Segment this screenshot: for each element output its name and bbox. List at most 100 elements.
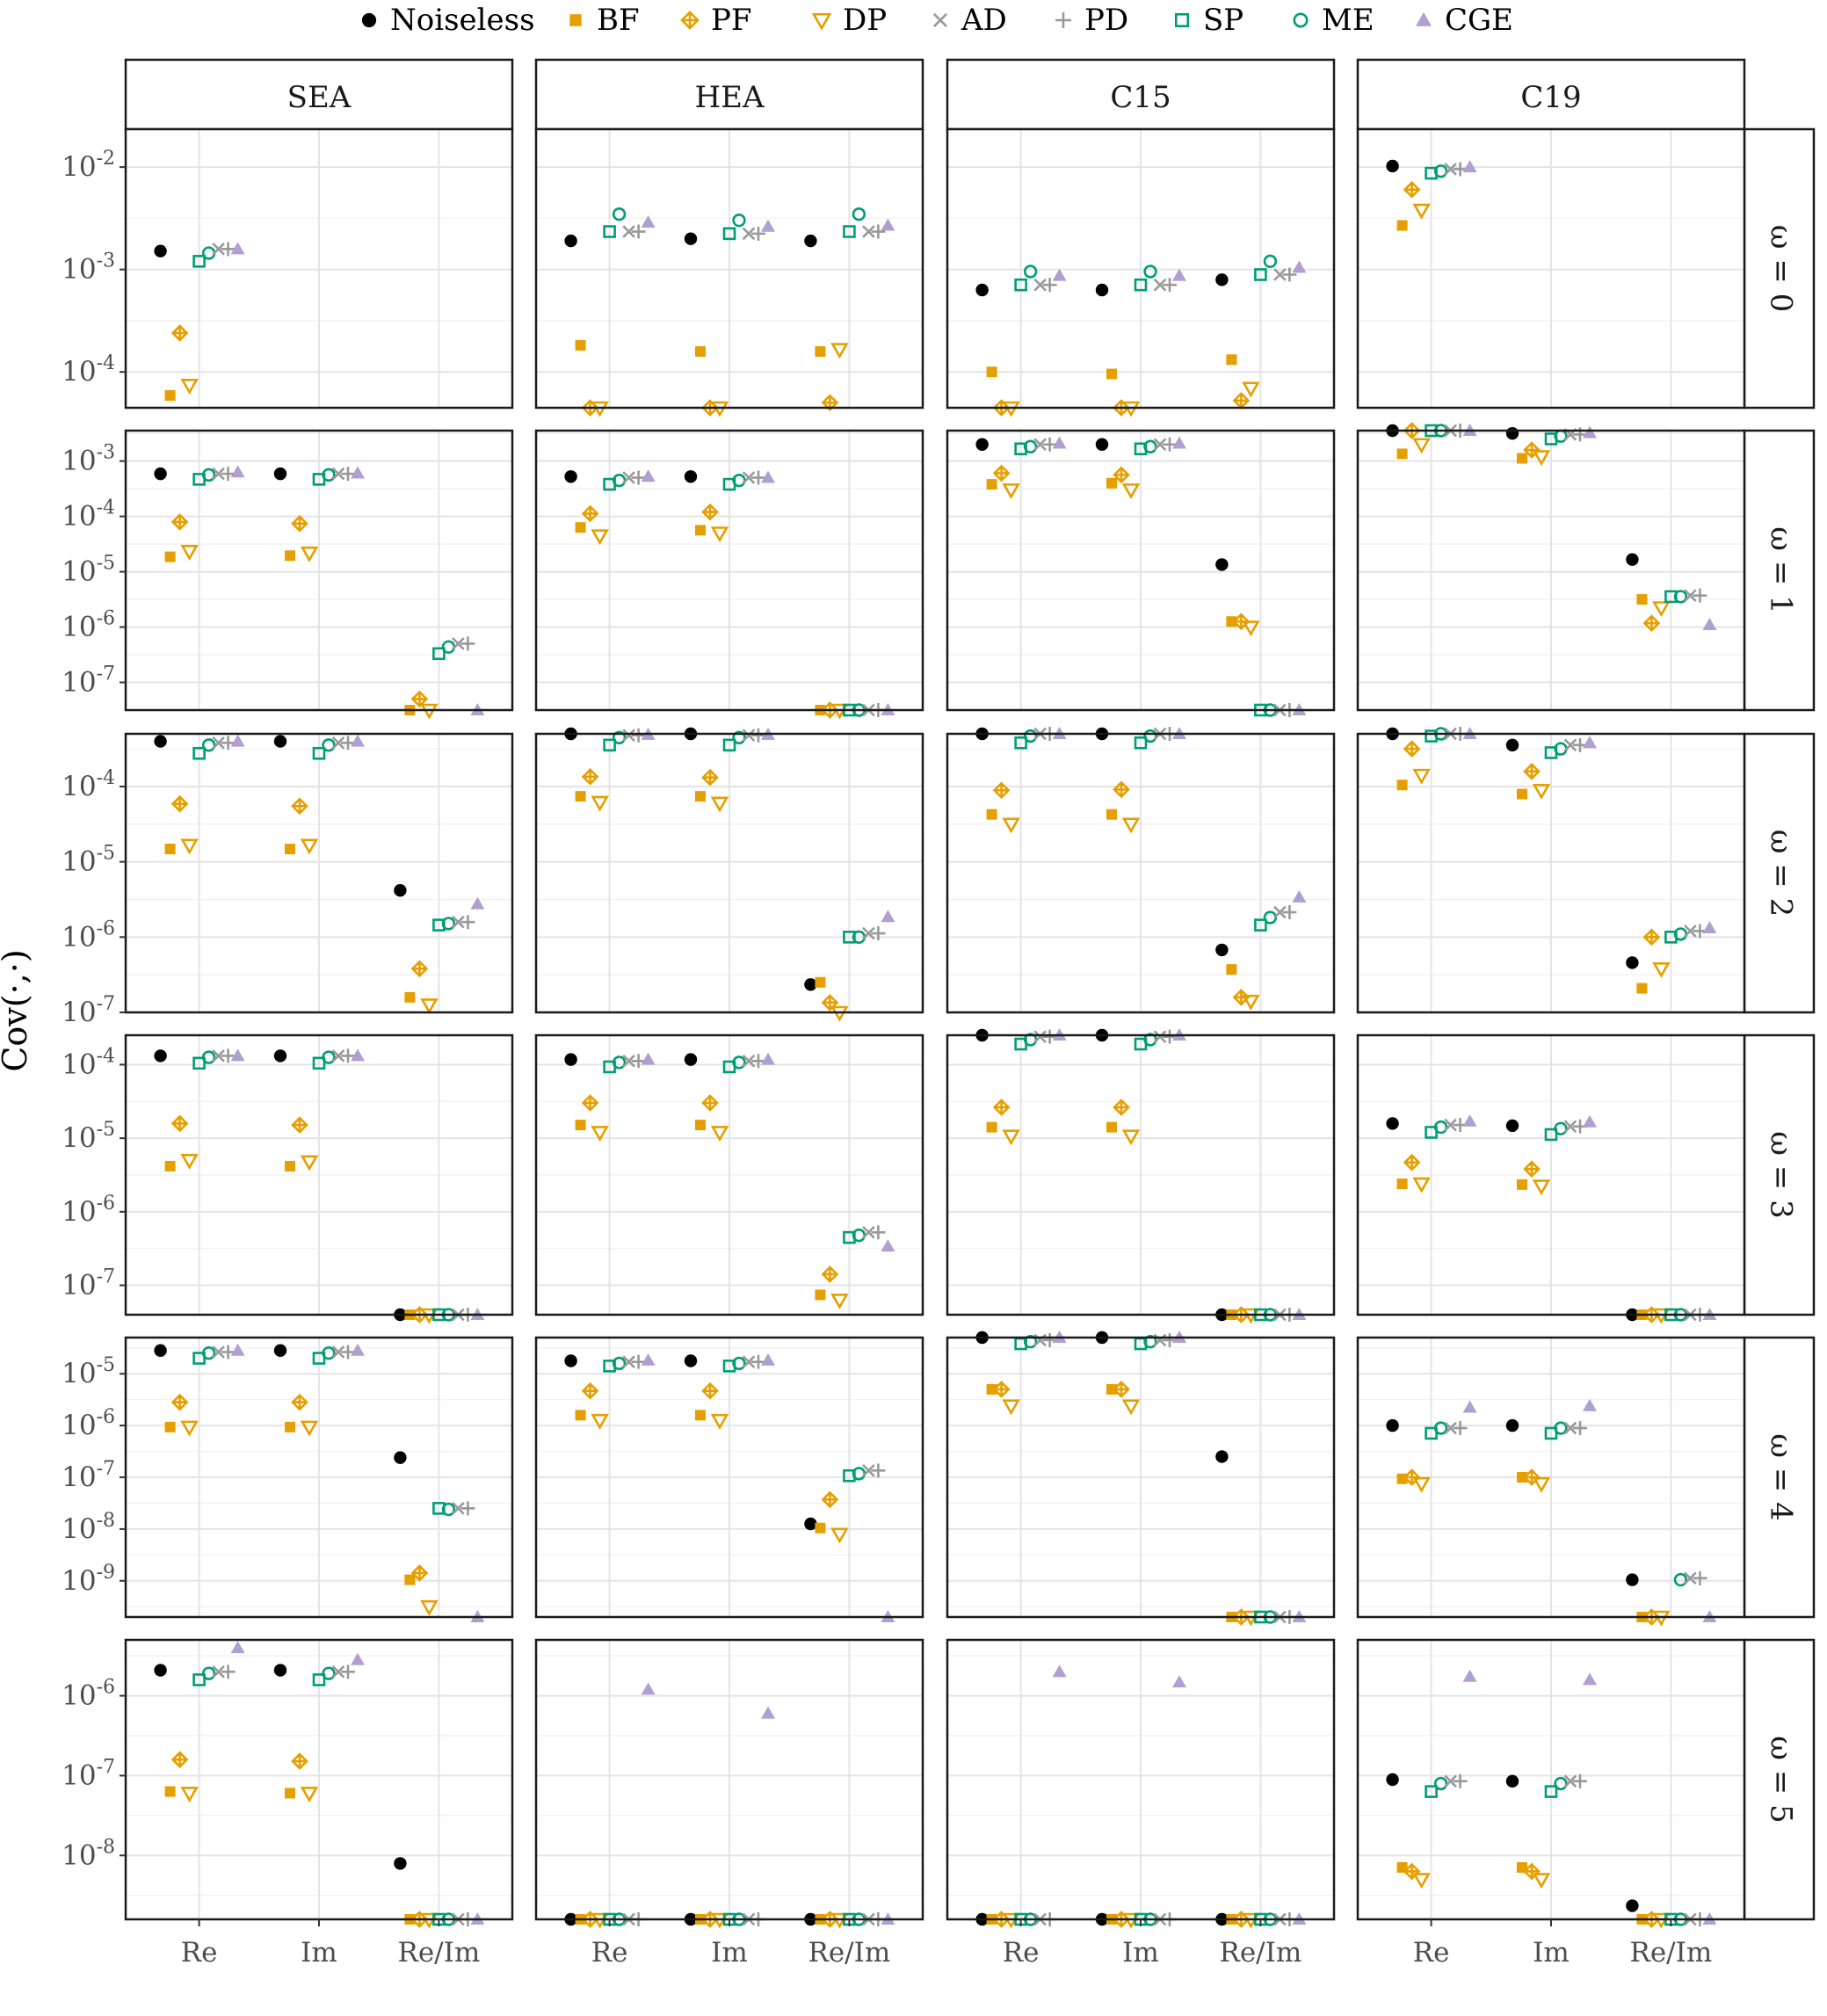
- point-cge: [761, 470, 775, 483]
- y-axis-title: Cov(·,·): [0, 949, 34, 1071]
- y-tick-label: 10-3: [62, 442, 115, 477]
- column-strip-label: C19: [1520, 80, 1581, 115]
- point-bf: [1517, 788, 1527, 800]
- point-sp: [1544, 1426, 1558, 1440]
- y-tick-label: 10-7: [62, 1756, 115, 1791]
- point-noiseless: [684, 1354, 698, 1367]
- point-dp: [1002, 1129, 1020, 1146]
- panel: [124, 1336, 514, 1622]
- point-pd: [341, 1048, 355, 1063]
- point-pd: [221, 1345, 236, 1360]
- row-strip-label: ω = 2: [1764, 830, 1799, 917]
- point-pd: [341, 467, 355, 482]
- point-cge: [230, 1343, 245, 1356]
- point-ad: [1444, 1118, 1457, 1132]
- point-ad: [862, 926, 875, 940]
- point-cge: [641, 1052, 656, 1065]
- point-dp: [1532, 1179, 1551, 1196]
- point-pf: [821, 994, 839, 1012]
- point-ad: [1563, 1421, 1577, 1435]
- point-dp: [1242, 994, 1260, 1011]
- row-strip-box: [1743, 1638, 1816, 1921]
- point-dp: [1002, 1399, 1020, 1416]
- legend-key-pd: [1055, 12, 1071, 28]
- point-me: [732, 1356, 746, 1371]
- y-tick-label: 10-7: [62, 993, 115, 1028]
- point-pf: [581, 504, 599, 523]
- point-pf: [992, 464, 1011, 482]
- y-tick-label: 10-5: [62, 553, 115, 588]
- legend-key-pf: [680, 11, 700, 30]
- point-noiseless: [394, 884, 407, 897]
- x-tick-label: Re/Im: [1220, 1937, 1302, 1969]
- point-cge: [1292, 889, 1307, 903]
- point-me: [1433, 1421, 1448, 1435]
- y-tick-label: 10-6: [62, 1677, 115, 1712]
- panel-border: [946, 429, 1336, 712]
- point-noiseless: [1505, 738, 1519, 752]
- column-strip-box: [1356, 58, 1746, 131]
- legend-label-noiseless: Noiseless: [390, 3, 535, 38]
- point-noiseless: [394, 1857, 407, 1870]
- point-pd: [631, 1054, 646, 1069]
- point-noiseless: [273, 735, 287, 748]
- legend-key-bf: [569, 14, 582, 26]
- legend-label-pf: PF: [711, 3, 751, 38]
- point-ad: [212, 1345, 225, 1359]
- point-cge: [641, 1352, 656, 1366]
- point-pd: [631, 1354, 646, 1369]
- panel: [946, 127, 1336, 417]
- point-me: [612, 730, 627, 744]
- point-dp: [420, 998, 439, 1015]
- point-noiseless: [1215, 558, 1229, 571]
- point-pd: [751, 728, 765, 743]
- y-tick-label: 10-7: [62, 1458, 115, 1493]
- panel: [946, 1638, 1336, 1929]
- y-tick-label: 10-7: [62, 1266, 115, 1302]
- point-pd: [1163, 1029, 1177, 1044]
- legend-label-cge: CGE: [1445, 3, 1513, 38]
- point-ad: [622, 729, 635, 743]
- point-sp: [1425, 1785, 1438, 1798]
- y-tick-label: 10-4: [62, 497, 115, 533]
- point-pd: [1573, 1421, 1587, 1436]
- point-ad: [1563, 738, 1577, 752]
- point-dp: [1532, 783, 1551, 800]
- point-ad: [452, 915, 465, 929]
- point-noiseless: [1386, 1418, 1399, 1432]
- point-pd: [1282, 905, 1297, 920]
- legend-label-pd: PD: [1084, 3, 1128, 38]
- point-pf: [291, 1116, 308, 1134]
- point-dp: [1652, 601, 1671, 618]
- point-pf: [410, 960, 429, 978]
- point-me: [1143, 439, 1157, 453]
- point-me: [322, 1050, 336, 1064]
- panel: [534, 1638, 924, 1929]
- point-me: [201, 1050, 216, 1064]
- panel-border: [534, 1033, 924, 1316]
- point-bf: [1396, 780, 1408, 791]
- point-dp: [710, 1413, 729, 1430]
- point-bf: [1226, 616, 1237, 627]
- point-cge: [1052, 1664, 1067, 1678]
- point-dp: [710, 796, 729, 813]
- y-tick-label: 10-2: [62, 148, 115, 183]
- x-tick-label: Re: [1003, 1937, 1040, 1969]
- point-noiseless: [154, 735, 167, 748]
- column-strip-label: SEA: [287, 80, 352, 115]
- row-strip-box: [1743, 732, 1816, 1014]
- y-tick-label: 10-4: [62, 352, 115, 388]
- point-cge: [351, 466, 365, 479]
- panel-border: [534, 732, 924, 1014]
- point-ad: [1563, 1120, 1577, 1134]
- point-bf: [285, 844, 295, 855]
- point-bf: [986, 809, 997, 820]
- panel: [124, 1033, 514, 1324]
- panel-border: [534, 1336, 924, 1619]
- point-pd: [341, 736, 355, 751]
- point-me: [1554, 1421, 1568, 1435]
- point-me: [201, 738, 216, 752]
- panel: [534, 127, 924, 417]
- point-dp: [1412, 203, 1431, 220]
